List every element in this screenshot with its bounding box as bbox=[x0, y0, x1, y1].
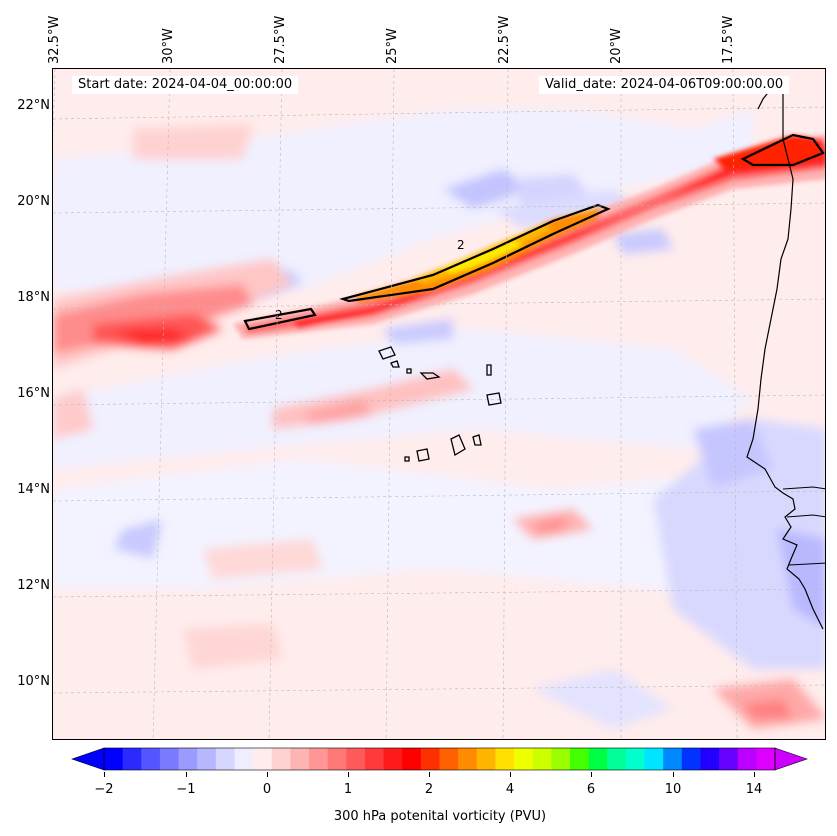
lon-label: 17.5°W bbox=[721, 15, 736, 64]
lat-label: 22°N bbox=[17, 98, 50, 113]
colorbar-cell bbox=[625, 748, 646, 770]
graticule bbox=[53, 69, 825, 739]
colorbar-cell bbox=[159, 748, 180, 770]
colorbar-tickmark bbox=[591, 772, 592, 777]
colorbar-cell bbox=[420, 748, 441, 770]
colorbar-cell bbox=[290, 748, 310, 770]
colorbar-cells bbox=[104, 748, 776, 770]
colorbar-cell bbox=[197, 748, 217, 770]
lat-label: 12°N bbox=[17, 578, 50, 593]
colorbar-tickmark bbox=[510, 772, 511, 777]
colorbar-tick-label: −1 bbox=[176, 782, 196, 797]
colorbar-cell bbox=[383, 748, 403, 770]
colorbar-cell bbox=[234, 748, 254, 770]
lat-label: 18°N bbox=[17, 290, 50, 305]
colorbar-cell bbox=[271, 748, 291, 770]
colorbar-cell bbox=[476, 748, 497, 770]
valid-date-label: Valid_date: 2024-04-06T09:00:00.00 bbox=[539, 76, 790, 94]
colorbar-title: 300 hPa potenital vorticity (PVU) bbox=[333, 809, 547, 824]
contour-label-1: 2 bbox=[457, 238, 465, 252]
colorbar-cell bbox=[253, 748, 273, 770]
colorbar-cell bbox=[309, 748, 329, 770]
pv-2-contour bbox=[243, 133, 825, 331]
colorbar-cell bbox=[104, 748, 124, 770]
colorbar-tickmark bbox=[754, 772, 755, 777]
colorbar-cell bbox=[178, 748, 198, 770]
lat-label: 10°N bbox=[17, 674, 50, 689]
colorbar-cell bbox=[719, 748, 739, 770]
lon-label: 32.5°W bbox=[47, 15, 62, 64]
colorbar-tick-label: 14 bbox=[745, 782, 763, 797]
colorbar-cell bbox=[756, 748, 776, 770]
colorbar bbox=[71, 747, 808, 771]
map-panel: 2 2 bbox=[52, 68, 826, 740]
colorbar-cell bbox=[141, 748, 161, 770]
colorbar-tick-label: 0 bbox=[262, 782, 272, 797]
colorbar-cell bbox=[588, 748, 608, 770]
colorbar-cell bbox=[737, 748, 757, 770]
colorbar-cell bbox=[402, 748, 422, 770]
start-date-label: Start date: 2024-04-04_00:00:00 bbox=[72, 76, 299, 94]
colorbar-tick-label: 6 bbox=[586, 782, 596, 797]
colorbar-tick-label: 2 bbox=[424, 782, 434, 797]
colorbar-cell bbox=[364, 748, 385, 770]
positive-pv-regions bbox=[53, 124, 825, 729]
colorbar-tickmark bbox=[104, 772, 105, 777]
colorbar-tick-label: 1 bbox=[343, 782, 353, 797]
cape-verde-islands bbox=[378, 346, 502, 462]
colorbar-tickmark bbox=[429, 772, 430, 777]
border-gambia bbox=[786, 514, 825, 518]
colorbar-cell bbox=[327, 748, 347, 770]
contour-label-2: 2 bbox=[275, 308, 283, 322]
colorbar-max-arrow bbox=[774, 747, 808, 771]
colorbar-cell bbox=[532, 748, 552, 770]
colorbar-outline bbox=[103, 747, 776, 771]
lat-label: 16°N bbox=[17, 386, 50, 401]
lon-label: 30°W bbox=[161, 28, 176, 64]
colorbar-cell bbox=[346, 748, 366, 770]
colorbar-cell bbox=[644, 748, 664, 770]
colorbar-cell bbox=[122, 748, 142, 770]
border-guinea-bissau bbox=[788, 562, 825, 566]
colorbar-cell bbox=[569, 748, 590, 770]
lat-label: 20°N bbox=[17, 194, 50, 209]
colorbar-cell bbox=[215, 748, 236, 770]
coastline bbox=[746, 83, 824, 630]
border-senegal bbox=[782, 486, 825, 490]
lat-label: 14°N bbox=[17, 482, 50, 497]
pv-field: 2 2 bbox=[53, 69, 825, 739]
colorbar-cell bbox=[551, 748, 571, 770]
colorbar-cell bbox=[681, 748, 702, 770]
colorbar-tick-label: 4 bbox=[505, 782, 515, 797]
colorbar-cell bbox=[663, 748, 683, 770]
colorbar-tickmark bbox=[348, 772, 349, 777]
colorbar-tickmark bbox=[267, 772, 268, 777]
colorbar-tick-label: −2 bbox=[94, 782, 114, 797]
colorbar-tickmark bbox=[673, 772, 674, 777]
colorbar-cell bbox=[458, 748, 478, 770]
lon-label: 20°W bbox=[609, 28, 624, 64]
colorbar-cell bbox=[700, 748, 720, 770]
lon-label: 27.5°W bbox=[273, 15, 288, 64]
colorbar-cell bbox=[495, 748, 515, 770]
colorbar-cell bbox=[607, 748, 627, 770]
colorbar-tick-label: 10 bbox=[664, 782, 682, 797]
colorbar-tickmark bbox=[186, 772, 187, 777]
lon-label: 25°W bbox=[385, 28, 400, 64]
colorbar-min-arrow bbox=[71, 747, 105, 771]
colorbar-cell bbox=[439, 748, 459, 770]
colorbar-cell bbox=[514, 748, 534, 770]
lon-label: 22.5°W bbox=[497, 15, 512, 64]
